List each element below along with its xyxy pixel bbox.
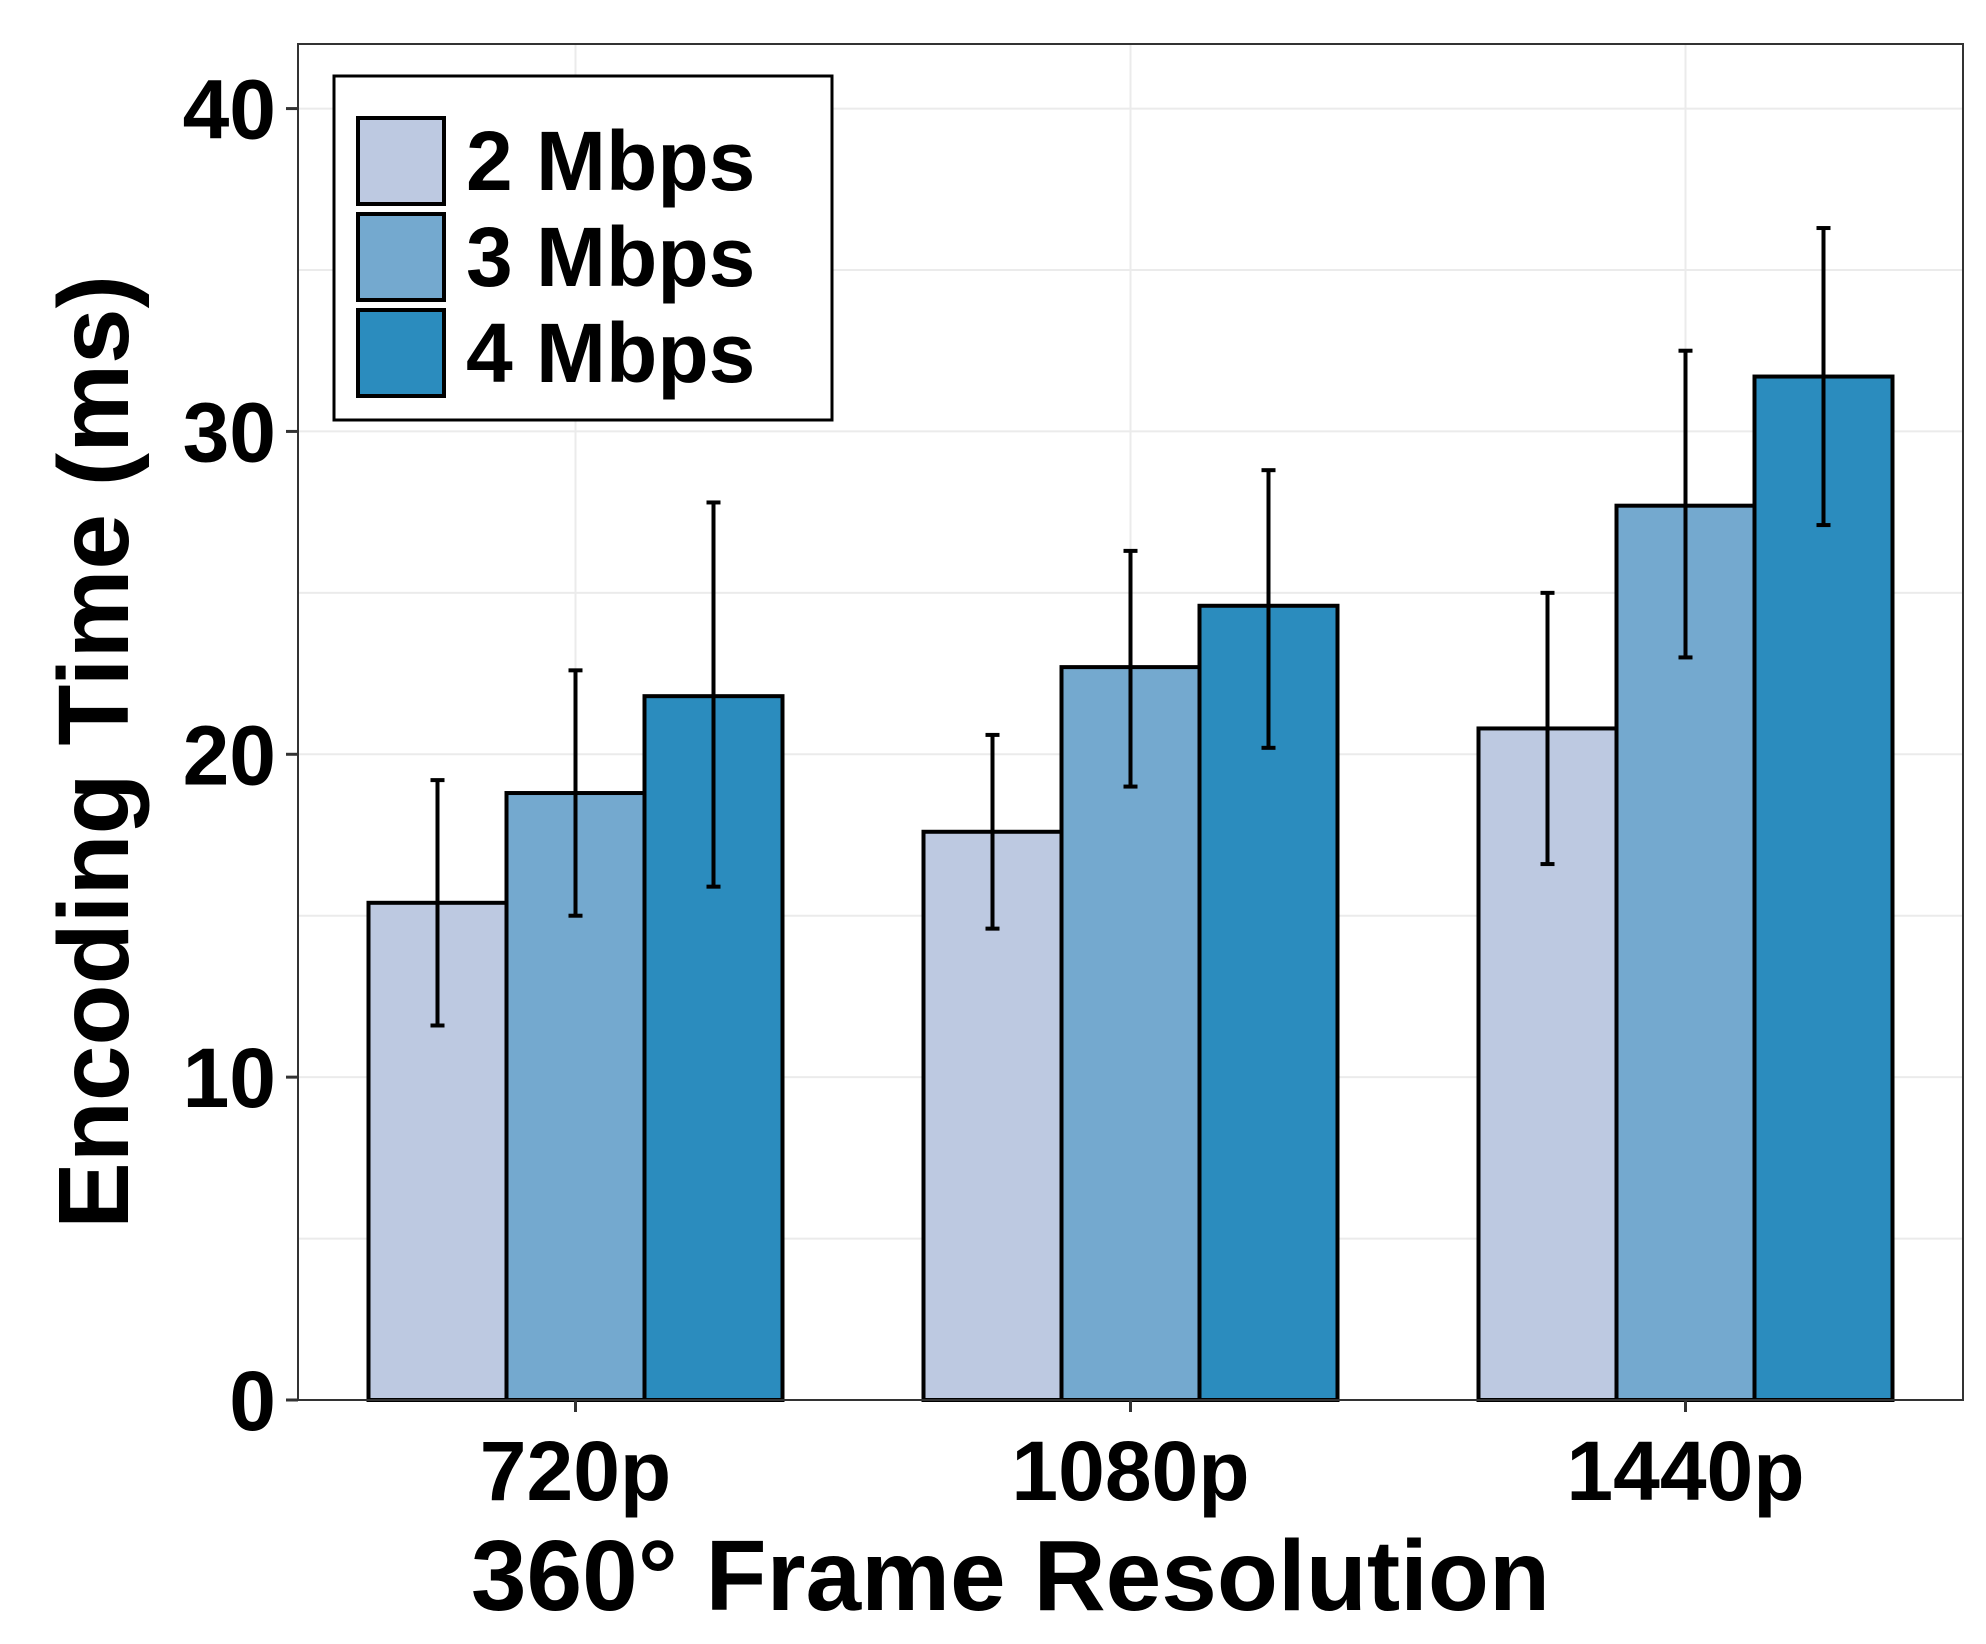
x-tick-label: 1080p	[1011, 1424, 1249, 1518]
legend-label: 3 Mbps	[466, 210, 755, 304]
y-tick-label: 30	[183, 385, 276, 479]
y-tick-label: 10	[183, 1031, 276, 1125]
legend-label: 4 Mbps	[466, 306, 755, 400]
bar-4-mbps-1440p	[1752, 374, 1895, 1402]
y-tick-label: 40	[183, 63, 276, 157]
y-axis-title: Encoding Time (ms)	[38, 275, 150, 1229]
y-tick-label: 20	[183, 708, 276, 802]
x-tick-label: 1440p	[1566, 1424, 1804, 1518]
legend-label: 2 Mbps	[466, 114, 755, 208]
legend-key	[356, 308, 446, 398]
x-axis-title: 360° Frame Resolution	[471, 1520, 1550, 1632]
y-tick-label: 0	[229, 1354, 276, 1448]
legend-key	[356, 116, 446, 206]
x-tick-label: 720p	[480, 1424, 671, 1518]
legend-key	[356, 212, 446, 302]
axes: 0 10 20 30 40 720p 1080p 1440p	[183, 63, 1805, 1518]
error-bars	[430, 226, 1831, 1028]
